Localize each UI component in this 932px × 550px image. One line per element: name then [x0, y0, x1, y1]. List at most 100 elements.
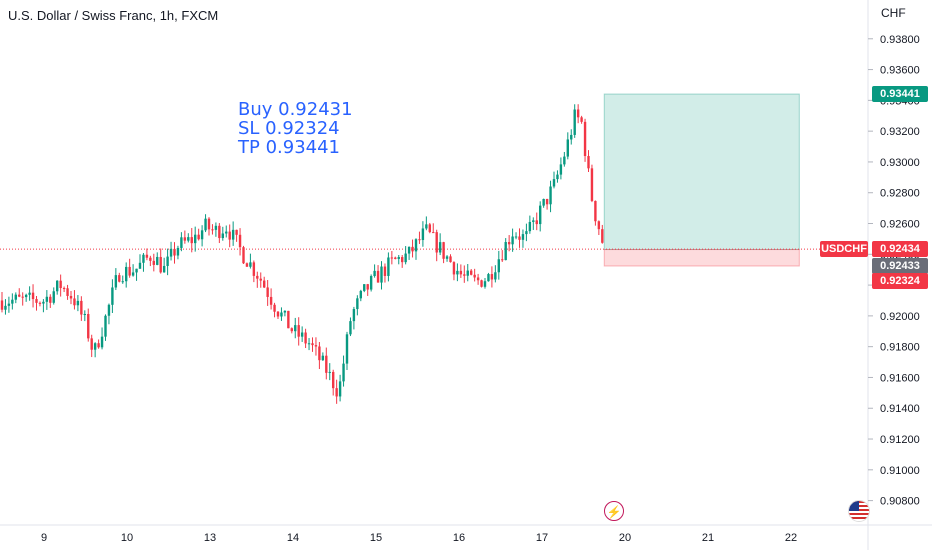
- candle-body: [266, 287, 269, 297]
- candle-body: [335, 388, 338, 397]
- tp-price-label: 0.93441: [872, 86, 928, 103]
- us-flag-icon[interactable]: [848, 500, 870, 522]
- candle-body: [245, 263, 249, 267]
- candle-body: [273, 304, 276, 312]
- y-tick-label: 0.90800: [880, 496, 920, 508]
- candle-body: [487, 274, 490, 282]
- candle-body: [597, 221, 601, 230]
- candle-body: [83, 313, 86, 315]
- candle-body: [480, 280, 483, 287]
- candle-body: [432, 232, 435, 234]
- candle-body: [366, 284, 369, 290]
- candle-body: [532, 220, 535, 222]
- x-tick-label: 22: [785, 532, 797, 544]
- y-tick-label: 0.92000: [880, 311, 920, 323]
- candle-body: [259, 278, 262, 281]
- candle-body: [73, 298, 76, 306]
- candle-body: [52, 291, 55, 303]
- x-tick-label: 10: [121, 532, 133, 544]
- candle-body: [421, 228, 425, 241]
- candle-body: [21, 296, 24, 298]
- candle-body: [501, 259, 504, 261]
- candle-body: [69, 295, 73, 299]
- x-tick-label: 21: [702, 532, 714, 544]
- candle-body: [563, 156, 566, 165]
- y-tick-label: 0.92600: [880, 219, 920, 231]
- candle-body: [80, 300, 83, 315]
- lightning-icon[interactable]: ⚡: [604, 501, 624, 521]
- candle-body: [483, 281, 487, 287]
- candle-body: [521, 234, 525, 240]
- candle-body: [573, 109, 576, 135]
- candle-body: [435, 232, 438, 253]
- annotation-buy: Buy 0.92431: [238, 99, 353, 120]
- candle-body: [542, 198, 545, 206]
- candle-body: [418, 239, 421, 241]
- candle-body: [456, 270, 459, 275]
- x-tick-label: 9: [41, 532, 47, 544]
- candle-body: [114, 275, 118, 288]
- candle-body: [11, 299, 14, 304]
- candle-body: [594, 200, 597, 222]
- candle-body: [235, 229, 238, 235]
- candle-body: [407, 246, 411, 254]
- candle-body: [197, 234, 200, 240]
- candle-body: [394, 257, 397, 259]
- candle-body: [35, 299, 38, 303]
- candle-body: [252, 262, 256, 276]
- candle-body: [300, 332, 304, 337]
- candle-body: [145, 254, 149, 258]
- candle-body: [24, 294, 28, 298]
- stop-loss-zone: [603, 249, 800, 267]
- candle-body: [452, 262, 456, 275]
- candle-body: [166, 256, 169, 266]
- candle-body: [183, 237, 187, 241]
- candle-body: [287, 310, 290, 329]
- candle-body: [169, 248, 173, 257]
- sl-price-label: 0.92324: [872, 273, 928, 289]
- candle-body: [45, 296, 49, 302]
- candle-body: [387, 257, 390, 276]
- candle-body: [490, 274, 494, 280]
- candle-body: [276, 311, 280, 317]
- candle-body: [173, 248, 176, 256]
- candle-body: [497, 259, 500, 273]
- candle-body: [321, 355, 325, 361]
- candle-body: [283, 310, 287, 313]
- candle-body: [325, 355, 328, 373]
- candle-body: [470, 270, 473, 275]
- y-tick-label: 0.91200: [880, 434, 920, 446]
- long-position-tool[interactable]: [0, 93, 868, 267]
- candle-body: [49, 296, 52, 303]
- candle-body: [28, 292, 31, 295]
- candle-body: [104, 315, 107, 337]
- y-tick-label: 0.93800: [880, 34, 920, 46]
- y-tick-label: 0.92800: [880, 188, 920, 200]
- candle-body: [204, 218, 207, 231]
- candle-body: [349, 321, 352, 335]
- candle-body: [314, 345, 318, 347]
- y-tick-label: 0.91000: [880, 465, 920, 477]
- candle-body: [376, 270, 380, 283]
- candle-body: [294, 325, 297, 332]
- candle-body: [363, 284, 366, 291]
- candle-body: [207, 218, 211, 230]
- candle-body: [580, 117, 583, 122]
- x-tick-label: 16: [453, 532, 465, 544]
- candle-body: [570, 134, 573, 140]
- candle-body: [176, 247, 180, 256]
- x-tick-label: 20: [619, 532, 631, 544]
- candle-body: [162, 265, 166, 273]
- candle-body: [135, 268, 138, 273]
- candle-body: [304, 332, 307, 344]
- candle-body: [138, 262, 142, 269]
- trade-annotation[interactable]: Buy 0.92431 SL 0.92324 TP 0.93441: [238, 100, 353, 157]
- candle-body: [438, 242, 442, 253]
- candle-body: [528, 221, 532, 232]
- candle-body: [14, 294, 17, 300]
- y-tick-label: 0.91800: [880, 342, 920, 354]
- annotation-sl: SL 0.92324: [238, 118, 340, 139]
- candle-body: [93, 343, 97, 350]
